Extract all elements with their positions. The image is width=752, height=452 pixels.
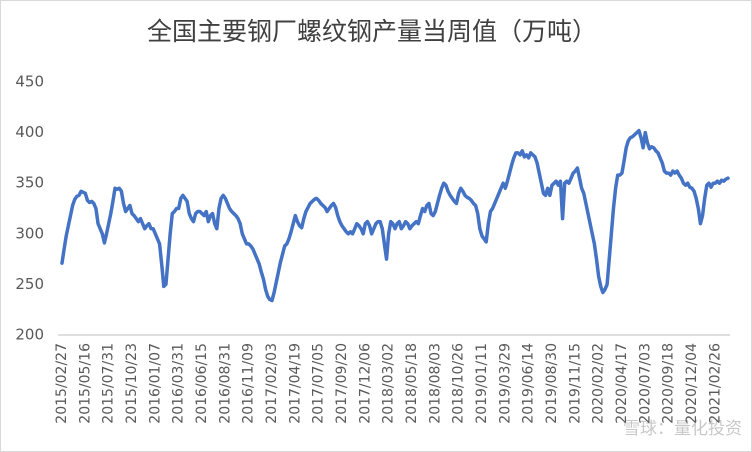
y-tick-label: 250 bbox=[15, 275, 44, 293]
y-tick-label: 450 bbox=[15, 73, 44, 91]
x-tick-label: 2018/08/03 bbox=[427, 343, 443, 424]
x-tick-label: 2018/10/26 bbox=[451, 343, 467, 424]
x-tick-label: 2019/01/11 bbox=[474, 343, 490, 424]
y-tick-label: 350 bbox=[15, 174, 44, 192]
x-tick-label: 2017/12/06 bbox=[357, 343, 373, 424]
x-tick-label: 2016/03/31 bbox=[171, 343, 187, 424]
x-tick-label: 2015/05/16 bbox=[77, 343, 93, 424]
x-tick-label: 2015/07/31 bbox=[101, 343, 117, 424]
x-tick-label: 2016/08/31 bbox=[217, 343, 233, 424]
x-tick-label: 2020/07/03 bbox=[637, 343, 653, 424]
x-tick-label: 2016/01/07 bbox=[147, 343, 163, 424]
x-tick-label: 2021/02/26 bbox=[707, 343, 723, 424]
x-tick-label: 2020/04/17 bbox=[614, 343, 630, 424]
x-tick-label: 2015/02/27 bbox=[54, 343, 70, 424]
y-tick-label: 300 bbox=[15, 224, 44, 242]
x-tick-label: 2020/12/04 bbox=[684, 343, 700, 424]
x-tick-label: 2016/06/15 bbox=[194, 343, 210, 424]
x-tick-label: 2016/11/09 bbox=[241, 343, 257, 424]
x-tick-label: 2018/05/18 bbox=[404, 343, 420, 424]
x-tick-label: 2017/07/05 bbox=[311, 343, 327, 424]
x-tick-label: 2017/09/20 bbox=[334, 343, 350, 424]
chart-title: 全国主要钢厂螺纹钢产量当周值（万吨） bbox=[147, 17, 597, 46]
watermark: 雪球：量化投资 bbox=[623, 419, 742, 439]
data-line bbox=[60, 128, 730, 303]
x-tick-label: 2019/06/14 bbox=[521, 343, 537, 424]
x-tick-label: 2017/04/19 bbox=[287, 343, 303, 424]
x-tick-label: 2019/11/15 bbox=[567, 343, 583, 424]
y-tick-label: 200 bbox=[15, 326, 44, 344]
y-tick-label: 400 bbox=[15, 123, 44, 141]
x-tick-label: 2017/02/03 bbox=[264, 343, 280, 424]
x-tick-label: 2020/02/02 bbox=[591, 343, 607, 424]
x-tick-label: 2018/03/02 bbox=[381, 343, 397, 424]
x-tick-label: 2020/09/18 bbox=[661, 343, 677, 424]
x-tick-label: 2019/08/30 bbox=[544, 343, 560, 424]
x-tick-label: 2019/03/29 bbox=[497, 343, 513, 424]
x-tick-label: 2015/10/23 bbox=[124, 343, 140, 424]
